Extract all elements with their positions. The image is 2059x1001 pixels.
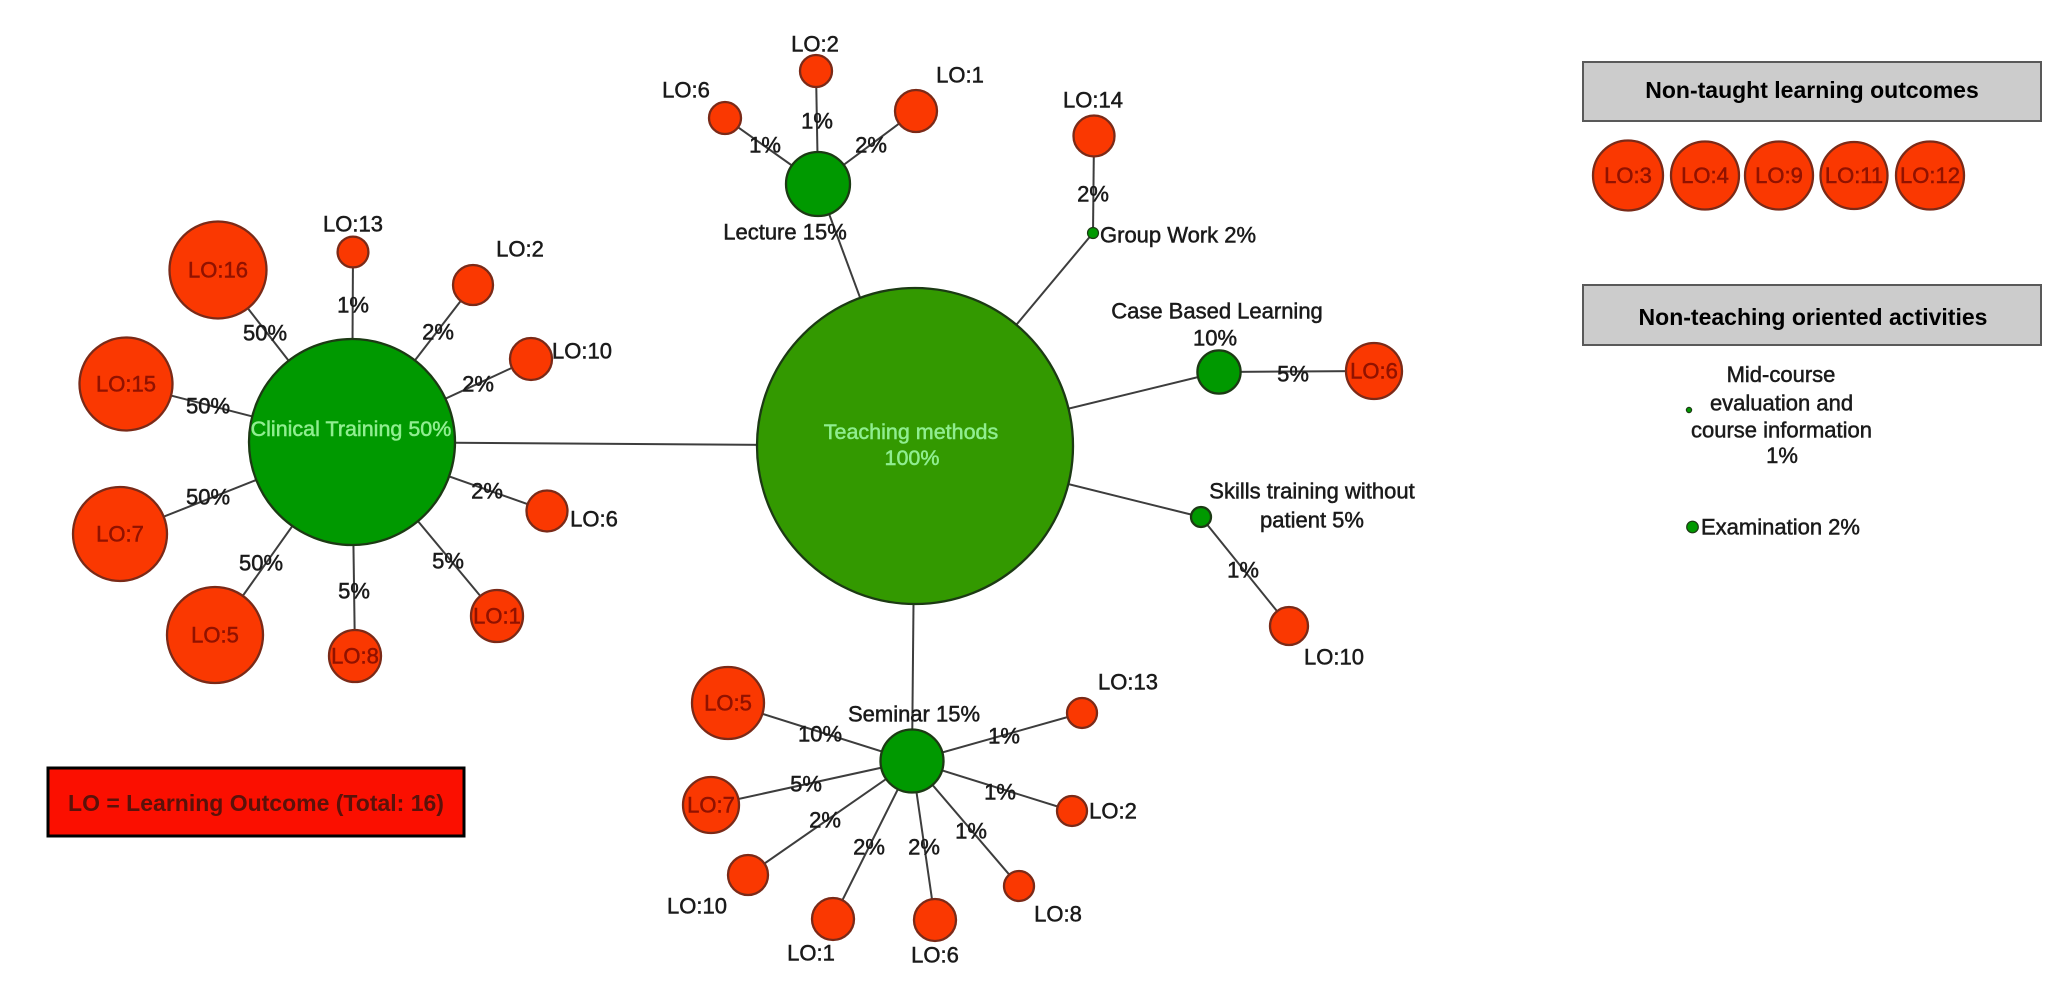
- svg-text:50%: 50%: [239, 551, 283, 576]
- svg-text:LO:1: LO:1: [787, 941, 835, 966]
- svg-text:2%: 2%: [471, 479, 503, 504]
- svg-text:50%: 50%: [186, 394, 230, 419]
- svg-text:Examination 2%: Examination 2%: [1701, 515, 1860, 540]
- svg-text:LO:1: LO:1: [936, 63, 984, 88]
- svg-text:Case Based Learning: Case Based Learning: [1111, 299, 1323, 324]
- svg-text:LO:13: LO:13: [1098, 670, 1158, 695]
- svg-text:LO:2: LO:2: [1089, 799, 1137, 824]
- svg-text:LO:9: LO:9: [1755, 163, 1803, 188]
- svg-text:LO:8: LO:8: [1034, 902, 1082, 927]
- svg-text:LO:6: LO:6: [570, 507, 618, 532]
- svg-text:50%: 50%: [243, 321, 287, 346]
- svg-text:LO:12: LO:12: [1900, 163, 1960, 188]
- svg-text:LO:2: LO:2: [791, 32, 839, 57]
- svg-text:2%: 2%: [462, 372, 494, 397]
- svg-text:5%: 5%: [790, 772, 822, 797]
- svg-text:Non-taught learning outcomes: Non-taught learning outcomes: [1645, 77, 1979, 103]
- svg-text:LO:16: LO:16: [188, 258, 248, 283]
- svg-text:Group Work 2%: Group Work 2%: [1100, 223, 1256, 248]
- svg-text:LO:10: LO:10: [667, 894, 727, 919]
- svg-text:Non-teaching oriented activiti: Non-teaching oriented activities: [1639, 304, 1988, 330]
- svg-text:5%: 5%: [1277, 362, 1309, 387]
- svg-text:LO:15: LO:15: [96, 372, 156, 397]
- svg-text:1%: 1%: [749, 133, 781, 158]
- svg-text:2%: 2%: [1077, 182, 1109, 207]
- svg-text:patient 5%: patient 5%: [1260, 508, 1364, 533]
- svg-text:5%: 5%: [338, 579, 370, 604]
- svg-text:100%: 100%: [885, 446, 940, 470]
- svg-text:1%: 1%: [801, 109, 833, 134]
- svg-text:LO:10: LO:10: [552, 339, 612, 364]
- svg-text:LO:11: LO:11: [1825, 163, 1883, 188]
- svg-text:1%: 1%: [1227, 558, 1259, 583]
- svg-text:Skills training without: Skills training without: [1209, 479, 1414, 504]
- svg-text:LO:5: LO:5: [704, 691, 752, 716]
- svg-text:LO:7: LO:7: [96, 522, 144, 547]
- svg-text:50%: 50%: [186, 485, 230, 510]
- svg-text:Seminar 15%: Seminar 15%: [848, 702, 980, 727]
- svg-text:LO:3: LO:3: [1604, 163, 1652, 188]
- svg-text:Mid-course: Mid-course: [1727, 362, 1836, 387]
- svg-text:LO:13: LO:13: [323, 212, 383, 237]
- svg-text:2%: 2%: [908, 835, 940, 860]
- svg-text:LO:6: LO:6: [662, 78, 710, 103]
- svg-text:1%: 1%: [984, 780, 1016, 805]
- svg-text:course information: course information: [1691, 418, 1872, 443]
- svg-text:LO:6: LO:6: [911, 943, 959, 968]
- svg-text:2%: 2%: [422, 320, 454, 345]
- svg-text:1%: 1%: [955, 819, 987, 844]
- svg-text:LO:5: LO:5: [191, 623, 239, 648]
- svg-text:Lecture 15%: Lecture 15%: [723, 220, 847, 245]
- svg-text:LO:8: LO:8: [331, 644, 379, 669]
- svg-text:10%: 10%: [798, 722, 842, 747]
- svg-text:Clinical Training 50%: Clinical Training 50%: [251, 417, 452, 441]
- svg-text:1%: 1%: [337, 293, 369, 318]
- svg-text:LO:7: LO:7: [687, 793, 735, 818]
- svg-text:1%: 1%: [988, 724, 1020, 749]
- svg-text:10%: 10%: [1193, 326, 1237, 351]
- svg-text:LO:4: LO:4: [1681, 163, 1729, 188]
- svg-text:1%: 1%: [1766, 443, 1798, 468]
- svg-text:LO = Learning Outcome (Total:: LO = Learning Outcome (Total: 16): [68, 790, 444, 816]
- svg-text:2%: 2%: [853, 835, 885, 860]
- svg-text:LO:6: LO:6: [1350, 359, 1398, 384]
- svg-text:Teaching methods: Teaching methods: [824, 420, 999, 444]
- svg-text:LO:14: LO:14: [1063, 88, 1123, 113]
- svg-text:2%: 2%: [855, 133, 887, 158]
- svg-text:LO:10: LO:10: [1304, 645, 1364, 670]
- svg-text:5%: 5%: [432, 549, 464, 574]
- svg-text:LO:2: LO:2: [496, 237, 544, 262]
- svg-text:LO:1: LO:1: [473, 604, 521, 629]
- svg-text:evaluation and: evaluation and: [1710, 391, 1853, 416]
- svg-text:2%: 2%: [809, 808, 841, 833]
